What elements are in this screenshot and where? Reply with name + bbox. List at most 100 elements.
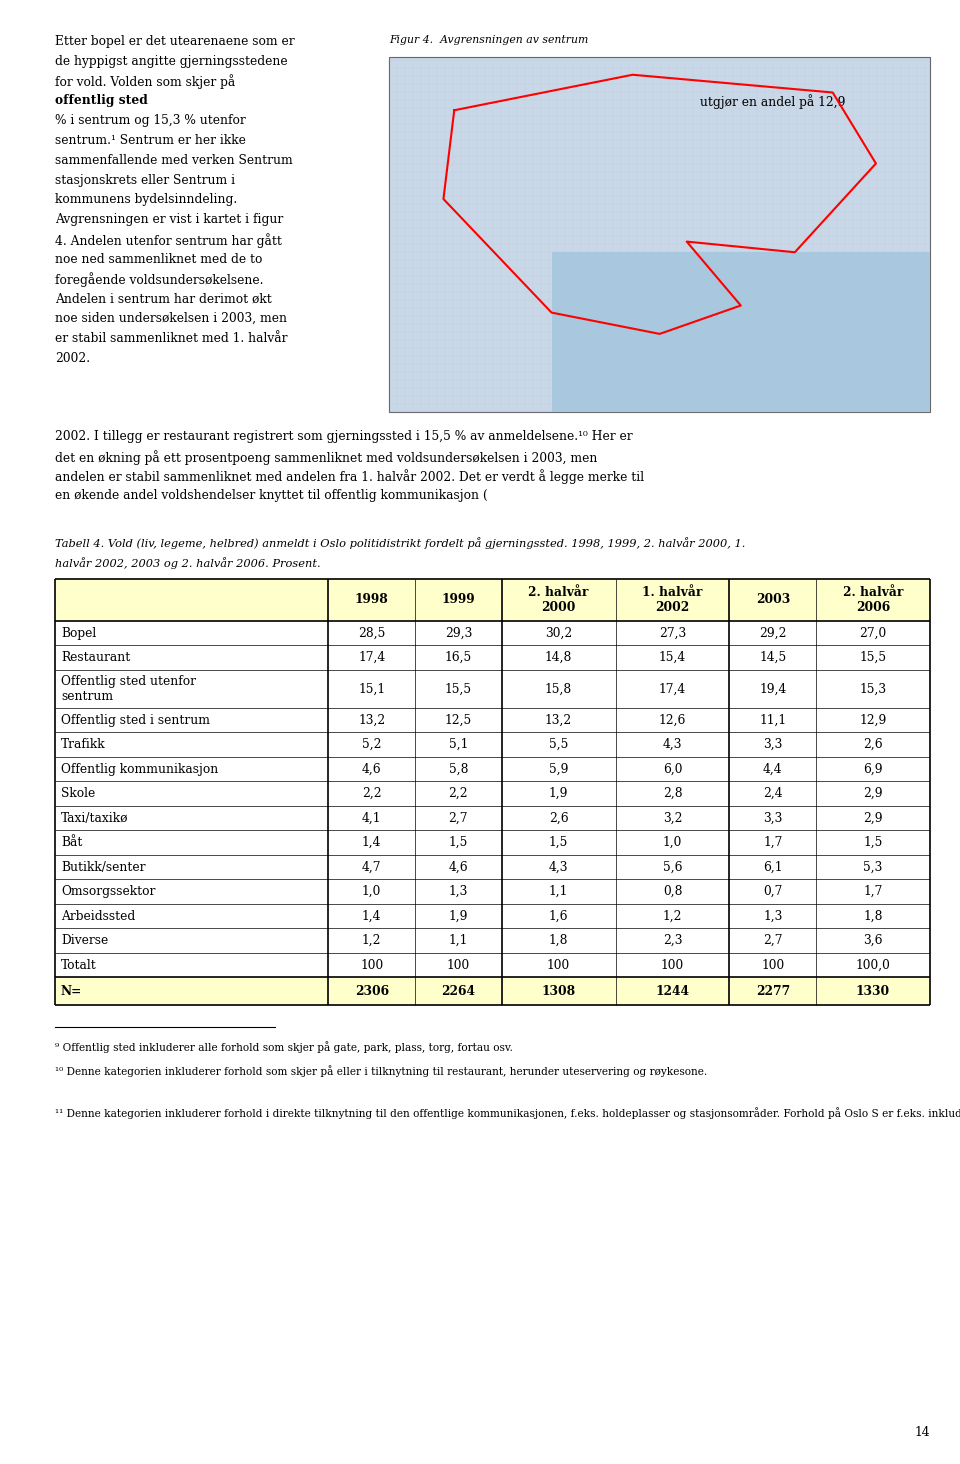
Text: det en økning på ett prosentpoeng sammenliknet med voldsundersøkelsen i 2003, me: det en økning på ett prosentpoeng sammen… [55,449,597,464]
Text: 2264: 2264 [442,984,475,997]
Text: 12,6: 12,6 [659,713,686,726]
Text: 17,4: 17,4 [659,682,686,695]
Text: offentlig sted: offentlig sted [55,94,148,107]
Text: 12,5: 12,5 [444,713,472,726]
Bar [55,953,930,978]
Text: 2,2: 2,2 [362,788,381,799]
Text: 1,5: 1,5 [549,836,568,849]
Text: 14,8: 14,8 [545,651,572,665]
Text: 5,8: 5,8 [448,763,468,776]
Text: 1330: 1330 [856,984,890,997]
Text: 0,7: 0,7 [763,886,782,897]
Text: 15,8: 15,8 [545,682,572,695]
Text: 2306: 2306 [354,984,389,997]
Text: 5,2: 5,2 [362,738,381,751]
Text: 2,7: 2,7 [763,934,782,947]
Text: noe ned sammenliknet med de to: noe ned sammenliknet med de to [55,253,262,266]
Text: en økende andel voldshendelser knyttet til offentlig kommunikasjon (: en økende andel voldshendelser knyttet t… [55,489,488,502]
Text: stasjonskrets eller Sentrum i: stasjonskrets eller Sentrum i [55,174,235,186]
Text: 2,6: 2,6 [549,811,568,824]
Text: 1,6: 1,6 [549,909,568,922]
Text: Totalt: Totalt [61,959,97,972]
Text: 4,4: 4,4 [763,763,782,776]
Text: 6,0: 6,0 [662,763,683,776]
Text: sentrum.¹ Sentrum er her ikke: sentrum.¹ Sentrum er her ikke [55,135,246,146]
Text: utgjør en andel på 12,9: utgjør en andel på 12,9 [696,94,845,110]
Bar [55,707,930,732]
Text: Figur 4.  Avgrensningen av sentrum: Figur 4. Avgrensningen av sentrum [390,35,588,45]
Text: 4. Andelen utenfor sentrum har gått: 4. Andelen utenfor sentrum har gått [55,233,282,247]
Text: Butikk/senter: Butikk/senter [61,861,146,874]
Text: 6,1: 6,1 [763,861,782,874]
Text: Etter bopel er det utearenaene som er: Etter bopel er det utearenaene som er [55,35,295,48]
Text: 1,2: 1,2 [362,934,381,947]
Text: foregående voldsundersøkelsene.: foregående voldsundersøkelsene. [55,272,263,287]
Text: 2,6: 2,6 [863,738,883,751]
Text: er stabil sammenliknet med 1. halvår: er stabil sammenliknet med 1. halvår [55,332,287,346]
Text: 1,3: 1,3 [763,909,782,922]
Text: 2,7: 2,7 [448,811,468,824]
Text: for vold. Volden som skjer på: for vold. Volden som skjer på [55,75,235,89]
Text: 28,5: 28,5 [358,627,385,640]
Text: Andelen i sentrum har derimot økt: Andelen i sentrum har derimot økt [55,293,272,306]
Text: Avgrensningen er vist i kartet i figur: Avgrensningen er vist i kartet i figur [55,214,283,227]
Bar [55,978,930,1004]
Bar [55,855,930,880]
Text: ¹⁰ Denne kategorien inkluderer forhold som skjer på eller i tilknytning til rest: ¹⁰ Denne kategorien inkluderer forhold s… [55,1066,708,1078]
Bar [552,252,930,411]
Text: halvår 2002, 2003 og 2. halvår 2006. Prosent.: halvår 2002, 2003 og 2. halvår 2006. Pro… [55,556,321,569]
Bar [55,671,930,707]
Text: Tabell 4. Vold (liv, legeme, helbred) anmeldt i Oslo politidistrikt fordelt på g: Tabell 4. Vold (liv, legeme, helbred) an… [55,537,745,549]
Text: 100: 100 [360,959,383,972]
Bar [55,578,930,621]
Text: 3,6: 3,6 [863,934,883,947]
Text: 1. halvår
2002: 1. halvår 2002 [642,586,703,613]
Text: Arbeidssted: Arbeidssted [61,909,135,922]
Text: 5,5: 5,5 [549,738,568,751]
Text: de hyppigst angitte gjerningsstedene: de hyppigst angitte gjerningsstedene [55,54,288,67]
Text: 4,3: 4,3 [662,738,683,751]
Text: Taxi/taxikø: Taxi/taxikø [61,811,129,824]
Text: 5,6: 5,6 [662,861,683,874]
Text: Restaurant: Restaurant [61,651,131,665]
Text: 3,2: 3,2 [662,811,683,824]
Text: % i sentrum og 15,3 % utenfor: % i sentrum og 15,3 % utenfor [55,114,246,127]
Text: 1,1: 1,1 [549,886,568,897]
Text: 2. halvår
2000: 2. halvår 2000 [528,586,588,613]
Text: 13,2: 13,2 [358,713,385,726]
Text: 2003: 2003 [756,593,790,606]
Text: 1,5: 1,5 [863,836,883,849]
Text: 27,0: 27,0 [859,627,887,640]
Text: 1,8: 1,8 [549,934,568,947]
Text: N=: N= [61,984,83,997]
Text: 2,9: 2,9 [863,811,883,824]
Text: 5,3: 5,3 [863,861,883,874]
Text: 4,3: 4,3 [549,861,568,874]
Bar [55,732,930,757]
Bar [55,757,930,782]
Text: 13,2: 13,2 [545,713,572,726]
Bar [55,646,930,671]
Text: 4,7: 4,7 [362,861,381,874]
Text: 1,7: 1,7 [863,886,883,897]
Text: 1,4: 1,4 [362,909,381,922]
Text: 1,2: 1,2 [662,909,683,922]
Text: Båt: Båt [61,836,83,849]
Text: 100: 100 [547,959,570,972]
Text: 17,4: 17,4 [358,651,385,665]
Text: 1,5: 1,5 [448,836,468,849]
Text: Offentlig sted utenfor
sentrum: Offentlig sted utenfor sentrum [61,675,196,703]
Text: 1,3: 1,3 [448,886,468,897]
Bar [55,830,930,855]
Text: 15,5: 15,5 [444,682,472,695]
Text: 2002.: 2002. [55,351,90,365]
Text: Trafikk: Trafikk [61,738,106,751]
Text: Offentlig kommunikasjon: Offentlig kommunikasjon [61,763,218,776]
Text: sammenfallende med verken Sentrum: sammenfallende med verken Sentrum [55,154,293,167]
Text: 15,5: 15,5 [859,651,887,665]
Text: 30,2: 30,2 [545,627,572,640]
Text: kommunens bydelsinndeling.: kommunens bydelsinndeling. [55,193,237,206]
Text: 4,1: 4,1 [362,811,381,824]
Text: 2,4: 2,4 [763,788,782,799]
Text: 1244: 1244 [656,984,689,997]
